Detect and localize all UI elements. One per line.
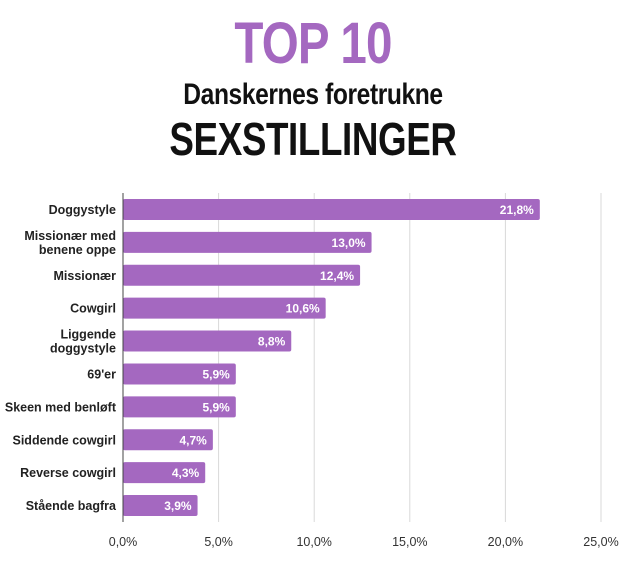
category-label: Siddende cowgirl	[13, 433, 117, 447]
x-tick-label: 5,0%	[204, 535, 233, 549]
x-tick-label: 10,0%	[296, 535, 331, 549]
bar	[123, 297, 326, 319]
category-label: Stående bagfra	[26, 499, 117, 513]
data-label: 10,6%	[286, 302, 320, 316]
category-label: Doggystyle	[49, 203, 116, 217]
data-label: 4,3%	[172, 466, 200, 480]
data-label: 12,4%	[320, 269, 354, 283]
data-label: 5,9%	[202, 367, 230, 381]
x-tick-label: 25,0%	[583, 535, 618, 549]
category-label: Reverse cowgirl	[20, 466, 116, 480]
x-tick-label: 15,0%	[392, 535, 427, 549]
category-label: Missionær	[53, 269, 116, 283]
x-tick-label: 0,0%	[109, 535, 138, 549]
bar	[123, 264, 361, 286]
data-label: 5,9%	[202, 400, 230, 414]
chart-title-top: TOP 10	[234, 11, 392, 76]
data-label: 13,0%	[332, 236, 366, 250]
x-tick-label: 20,0%	[488, 535, 523, 549]
category-label: Liggende	[60, 328, 116, 342]
category-label: Cowgirl	[70, 302, 116, 316]
data-label: 21,8%	[500, 203, 534, 217]
bar	[123, 396, 236, 418]
category-label: Missionær med	[24, 229, 116, 243]
data-label: 8,8%	[258, 335, 286, 349]
chart-title-main: SEXSTILLINGER	[169, 113, 457, 165]
bar	[123, 231, 372, 253]
category-label: doggystyle	[50, 342, 116, 356]
category-label: benene oppe	[39, 243, 116, 257]
data-label: 4,7%	[180, 433, 208, 447]
bar	[123, 363, 236, 385]
category-label: 69'er	[87, 367, 116, 381]
bar	[123, 330, 292, 352]
category-label: Skeen med benløft	[5, 400, 117, 414]
data-label: 3,9%	[164, 499, 192, 513]
bar	[123, 462, 206, 484]
bar	[123, 495, 198, 517]
bar	[123, 429, 213, 451]
chart-subtitle: Danskernes foretrukne	[183, 78, 443, 111]
bar	[123, 198, 540, 220]
